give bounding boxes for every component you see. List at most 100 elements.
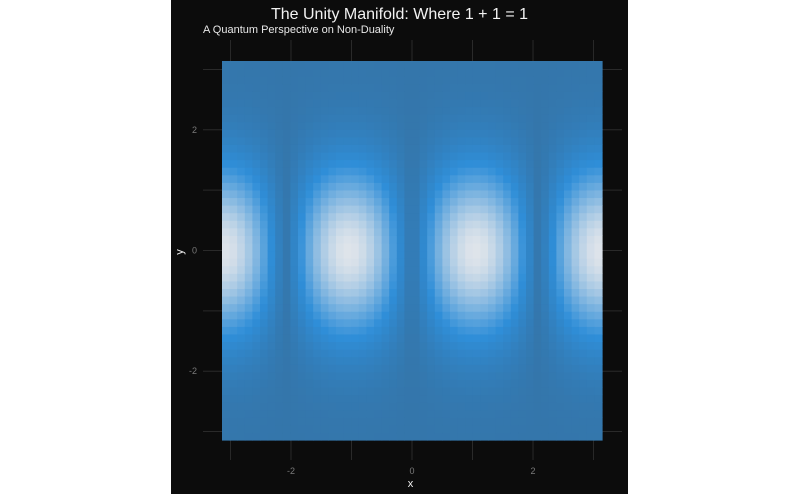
heatmap-cell — [290, 61, 299, 70]
heatmap-cell — [457, 136, 466, 145]
heatmap-cell — [389, 189, 398, 199]
heatmap-cell — [396, 136, 405, 145]
heatmap-cell — [366, 386, 375, 396]
heatmap-cell — [313, 129, 322, 138]
heatmap-cell — [533, 114, 542, 123]
heatmap-cell — [374, 144, 383, 153]
heatmap-cell — [450, 121, 459, 130]
heatmap-cell — [244, 91, 253, 100]
heatmap-cell — [282, 129, 291, 138]
heatmap-cell — [290, 417, 299, 426]
heatmap-cell — [412, 83, 421, 92]
heatmap-cell — [412, 303, 421, 312]
heatmap-cell — [564, 273, 573, 282]
heatmap-cell — [427, 174, 436, 183]
heatmap-cell — [434, 295, 443, 305]
heatmap-cell — [586, 379, 595, 388]
heatmap-cell — [503, 167, 512, 176]
heatmap-cell — [320, 167, 329, 176]
heatmap-cell — [571, 227, 580, 236]
heatmap-cell — [282, 409, 291, 418]
heatmap-cell — [571, 121, 580, 130]
heatmap-cell — [366, 182, 375, 191]
heatmap-cell — [358, 235, 367, 244]
heatmap-cell — [594, 159, 603, 168]
heatmap-cell — [586, 205, 595, 214]
heatmap-cell — [381, 136, 390, 145]
heatmap-cell — [351, 326, 360, 335]
heatmap-cell — [351, 333, 360, 343]
heatmap-cell — [571, 303, 580, 312]
heatmap-cell — [495, 379, 504, 388]
heatmap-cell — [396, 76, 405, 85]
heatmap-cell — [336, 386, 345, 396]
heatmap-cell — [252, 364, 261, 373]
heatmap-cell — [412, 159, 421, 168]
heatmap-cell — [305, 151, 314, 161]
heatmap-cell — [488, 402, 497, 411]
heatmap-cell — [533, 212, 542, 221]
heatmap-cell — [434, 68, 443, 77]
heatmap-cell — [222, 356, 231, 365]
heatmap-cell — [229, 212, 238, 221]
heatmap-cell — [366, 349, 375, 358]
heatmap-cell — [518, 144, 527, 153]
heatmap-cell — [427, 212, 436, 221]
heatmap-cell — [457, 356, 466, 365]
heatmap-cell — [389, 174, 398, 183]
heatmap-cell — [419, 402, 428, 411]
heatmap-cell — [434, 349, 443, 358]
heatmap-cell — [518, 356, 527, 365]
heatmap-cell — [222, 91, 231, 100]
heatmap-cell — [328, 212, 337, 221]
heatmap-cell — [548, 273, 557, 282]
heatmap-cell — [396, 311, 405, 320]
y-tick-label: -2 — [189, 366, 197, 376]
heatmap-cell — [374, 106, 383, 115]
heatmap-cell — [556, 288, 565, 297]
heatmap-cell — [548, 121, 557, 130]
heatmap-cell — [526, 212, 535, 221]
heatmap-cell — [366, 61, 375, 70]
heatmap-cell — [495, 220, 504, 229]
heatmap-cell — [465, 189, 474, 199]
heatmap-cell — [586, 394, 595, 403]
heatmap-cell — [389, 303, 398, 312]
heatmap-cell — [222, 76, 231, 85]
heatmap-cell — [260, 159, 269, 168]
heatmap-cell — [381, 182, 390, 191]
heatmap-cell — [389, 167, 398, 176]
heatmap-cell — [381, 258, 390, 267]
heatmap-cell — [222, 151, 231, 161]
heatmap-cell — [480, 265, 489, 274]
heatmap-cell — [343, 106, 352, 115]
heatmap-cell — [229, 242, 238, 252]
heatmap-cell — [396, 220, 405, 229]
heatmap-cell — [229, 432, 238, 441]
heatmap-cell — [381, 189, 390, 199]
heatmap-cell — [571, 333, 580, 343]
heatmap-cell — [412, 432, 421, 441]
heatmap-cell — [526, 311, 535, 320]
heatmap-cell — [351, 424, 360, 434]
heatmap-cell — [450, 250, 459, 259]
heatmap-cell — [305, 220, 314, 229]
heatmap-cell — [305, 280, 314, 289]
heatmap-cell — [586, 303, 595, 312]
heatmap-cell — [366, 159, 375, 168]
heatmap-cell — [510, 220, 519, 229]
heatmap-cell — [427, 151, 436, 161]
heatmap-cell — [351, 182, 360, 191]
heatmap-cell — [222, 189, 231, 199]
heatmap-cell — [457, 311, 466, 320]
heatmap-cell — [465, 227, 474, 236]
heatmap-cell — [457, 265, 466, 274]
heatmap-cell — [571, 379, 580, 388]
heatmap-cell — [396, 106, 405, 115]
heatmap-cell — [343, 386, 352, 396]
heatmap-cell — [389, 341, 398, 350]
heatmap-cell — [290, 91, 299, 100]
heatmap-cell — [260, 114, 269, 123]
heatmap-cell — [594, 83, 603, 92]
heatmap-cell — [298, 371, 307, 380]
